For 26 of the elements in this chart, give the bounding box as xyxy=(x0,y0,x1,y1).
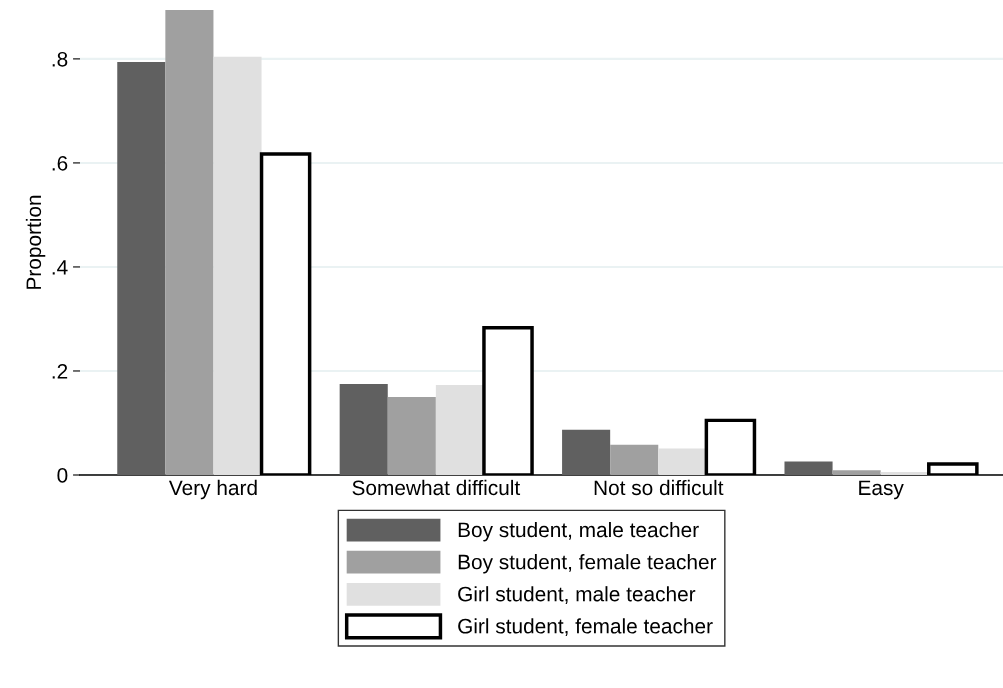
bar xyxy=(165,10,214,475)
y-tick-label: .4 xyxy=(52,260,68,275)
bar xyxy=(117,62,166,475)
bar xyxy=(562,429,611,475)
legend-label: Girl student, female teacher xyxy=(458,618,713,636)
bar xyxy=(784,461,833,475)
bar xyxy=(658,448,707,475)
x-tick-label: Very hard xyxy=(168,479,257,500)
bar xyxy=(435,385,484,475)
bar xyxy=(832,470,881,475)
y-tick-label: .2 xyxy=(52,363,68,379)
legend-label: Boy student, female teacher xyxy=(458,554,717,574)
bar xyxy=(213,56,262,475)
y-tick-label: 0 xyxy=(57,468,68,483)
y-tick-label: .8 xyxy=(52,51,68,67)
bar xyxy=(339,383,388,475)
y-tick-label: .6 xyxy=(52,155,68,171)
legend-label: Boy student, male teacher xyxy=(458,521,699,542)
legend-label: Girl student, male teacher xyxy=(458,586,696,604)
x-tick-label: Somewhat difficult xyxy=(352,479,521,496)
bar xyxy=(387,396,436,475)
bar xyxy=(610,444,659,475)
x-tick-label: Not so difficult xyxy=(594,479,724,496)
y-axis-title: Proportion xyxy=(25,195,46,289)
bar xyxy=(880,471,929,475)
x-tick-label: Easy xyxy=(859,480,904,500)
